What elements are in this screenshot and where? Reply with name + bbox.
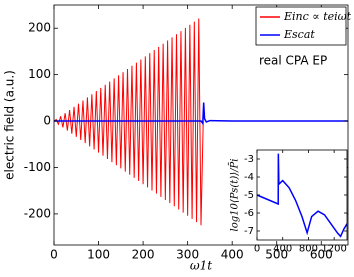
x-tick-label: 400: [221, 248, 244, 262]
legend-label: Escat: [283, 28, 315, 41]
x-tick-label: 500: [265, 248, 288, 262]
x-tick-label: 200: [132, 248, 155, 262]
data-layer: [54, 18, 348, 226]
data-line: [257, 153, 347, 238]
x-axis-label: ω1t: [190, 259, 212, 273]
main-plot: 0 100 200 300 400 500 600-200-1000100200ω1tele…: [3, 4, 352, 273]
y-tick-label: -3: [244, 154, 254, 165]
y-tick-label: -200: [24, 206, 51, 220]
data-layer: [257, 153, 347, 238]
y-tick-label: 200: [28, 21, 51, 35]
legend-label: Einc ∝ teiωt: [283, 10, 352, 23]
annotation: real CPA EP: [259, 54, 327, 68]
x-tick-label: 600: [310, 248, 333, 262]
legend-box: [255, 6, 347, 46]
y-axis-label: log10⟨Ps(t)⟩/P̄i: [229, 159, 241, 232]
data-line: [54, 102, 348, 126]
data-line: [54, 18, 204, 226]
x-tick-label: 0: [254, 244, 260, 255]
x-tick-label: 1200: [321, 244, 346, 255]
x-tick-label: 0: [50, 248, 58, 262]
y-tick-label: -6: [244, 208, 254, 219]
x-tick-label: 300: [176, 248, 199, 262]
y-tick-label: -5: [244, 190, 254, 201]
x-tick-label: 100: [87, 248, 110, 262]
y-tick-label: -4: [244, 172, 254, 183]
y-tick-label: -7: [244, 226, 254, 237]
x-tick-label: 400: [273, 244, 292, 255]
y-tick-label: -100: [24, 160, 51, 174]
y-tick-label: 0: [43, 114, 51, 128]
x-tick-label: 800: [299, 244, 318, 255]
y-tick-label: 100: [28, 67, 51, 81]
y-axis-label: electric field (a.u.): [3, 70, 17, 180]
axes-frame: [53, 4, 349, 246]
